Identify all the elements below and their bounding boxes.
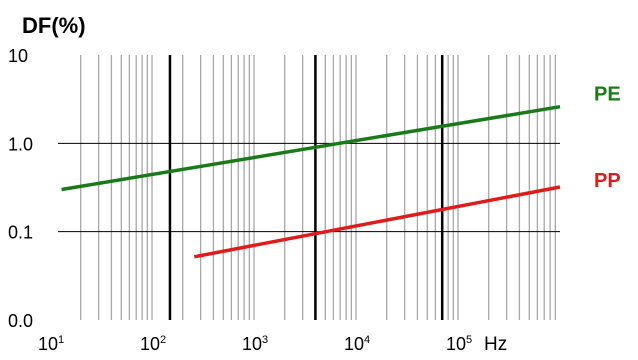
x-tick-label: 10 [446, 334, 466, 354]
series-label-pp: PP [594, 170, 621, 192]
x-tick-label: 10 [344, 334, 364, 354]
x-tick-label: 10 [242, 334, 262, 354]
series-line-pe [61, 104, 561, 192]
y-tick-label: 1.0 [8, 134, 33, 154]
y-tick-label: 10 [8, 46, 28, 66]
x-tick-exponent: 5 [466, 334, 472, 346]
y-tick-label: 0.1 [8, 223, 33, 243]
x-tick-exponent: 2 [160, 334, 166, 346]
x-tick-exponent: 3 [262, 334, 268, 346]
x-tick-exponent: 4 [364, 334, 370, 346]
series-line-pp [193, 185, 561, 259]
x-axis-unit: Hz [484, 334, 507, 355]
x-tick-label: 10 [140, 334, 160, 354]
y-axis-title: DF(%) [22, 13, 86, 38]
grid [58, 55, 560, 320]
x-tick-label: 10 [38, 334, 58, 354]
x-tick-exponent: 1 [58, 334, 64, 346]
y-tick-label: 0.0 [8, 311, 33, 331]
series-label-pe: PE [594, 84, 621, 106]
series-lines [61, 104, 561, 259]
